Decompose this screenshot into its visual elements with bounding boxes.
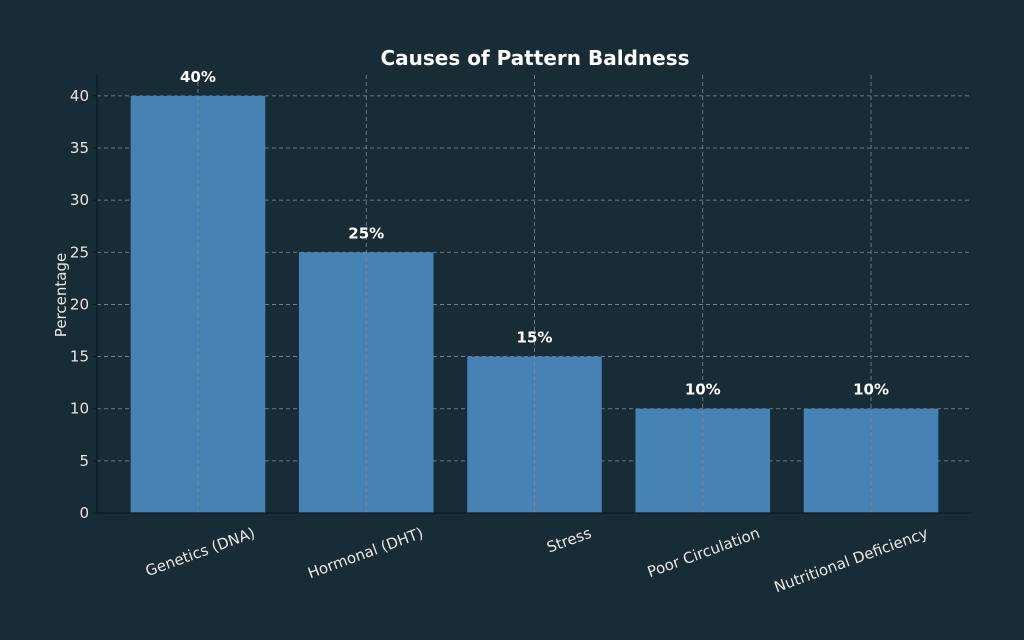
y-tick-label: 0 <box>79 504 89 522</box>
x-tick-label: Stress <box>544 524 594 557</box>
y-tick-label: 30 <box>70 191 89 209</box>
x-tick-label: Poor Circulation <box>645 524 762 581</box>
bar <box>130 95 266 513</box>
chart-title: Causes of Pattern Baldness <box>380 46 689 70</box>
y-tick-label: 25 <box>70 243 89 261</box>
x-tick-label: Genetics (DNA) <box>143 524 257 580</box>
x-tick-labels: Genetics (DNA) Hormonal (DHT) Stress Poor C… <box>143 524 931 596</box>
data-label: 25% <box>348 224 384 242</box>
y-tick-label: 20 <box>70 295 89 313</box>
y-tick-label: 10 <box>70 400 89 418</box>
y-tick-label: 40 <box>70 87 89 105</box>
data-label: 10% <box>685 381 721 399</box>
vertical-grid-lines <box>197 75 872 513</box>
data-label: 10% <box>853 381 889 399</box>
y-tick-label: 5 <box>79 452 89 470</box>
data-labels: 40% 25% 15% 10% 10% <box>180 68 889 399</box>
data-label: 40% <box>180 68 216 86</box>
x-tick-label: Nutritional Deficiency <box>772 524 931 596</box>
y-tick-label: 35 <box>70 139 89 157</box>
y-axis-label: Percentage <box>52 253 70 337</box>
y-tick-label: 15 <box>70 348 89 366</box>
data-label: 15% <box>517 329 553 347</box>
bar <box>298 252 434 514</box>
y-tick-labels: 0 5 10 15 20 25 30 35 40 <box>70 87 97 522</box>
x-tick-label: Hormonal (DHT) <box>305 524 425 582</box>
